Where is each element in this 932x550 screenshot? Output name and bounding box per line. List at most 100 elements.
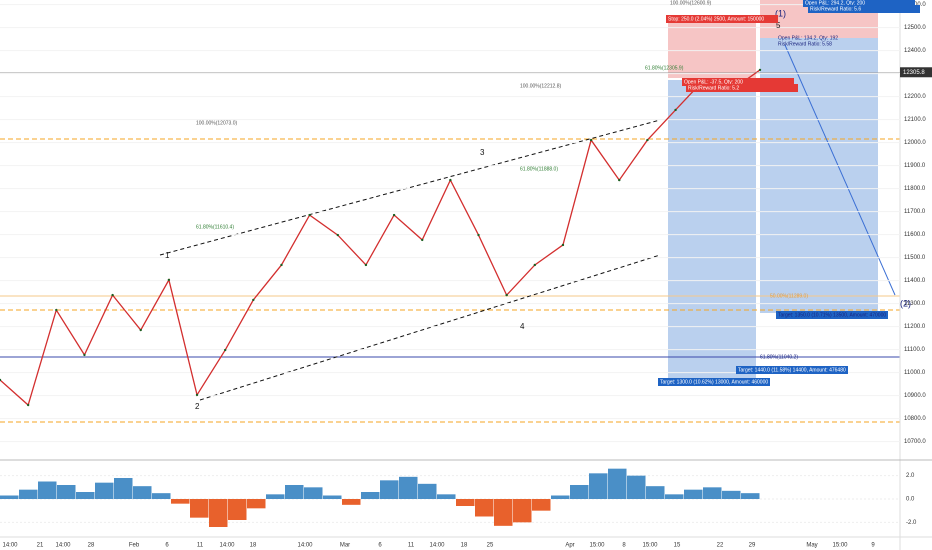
annotation: 5: [776, 21, 781, 30]
x-tick-label: Apr: [565, 543, 574, 549]
price-point: [533, 263, 537, 267]
x-tick-label: 11: [197, 543, 204, 549]
y-tick-label: 10800.0: [904, 416, 926, 422]
y-tick-label: 2.0: [906, 473, 915, 479]
last-price-label: 12305.8: [903, 70, 925, 76]
annotation: 2: [195, 402, 200, 411]
oscillator-bar: [0, 495, 19, 499]
oscillator-bar: [380, 480, 399, 499]
oscillator-bar: [285, 485, 304, 499]
y-tick-label: 11500.0: [904, 255, 926, 261]
oscillator-bar: [228, 499, 247, 520]
oscillator-bar: [190, 499, 209, 518]
y-tick-label: 12000.0: [904, 140, 926, 146]
x-tick-label: 14:00: [219, 543, 235, 549]
oscillator-bar: [247, 499, 266, 509]
x-tick-label: Feb: [129, 543, 140, 549]
y-tick-label: 11000.0: [904, 370, 926, 376]
price-point: [167, 278, 171, 282]
oscillator-bar: [494, 499, 513, 526]
oscillator-bar: [19, 489, 38, 499]
oscillator-bar: [589, 473, 608, 499]
annotation: Risk/Reward Ratio: 5.58: [778, 41, 832, 47]
annotation: Risk/Reward Ratio: 5.2: [688, 85, 739, 91]
x-tick-label: 14:00: [429, 543, 445, 549]
y-tick-label: 12500.0: [904, 25, 926, 31]
y-tick-label: 11300.0: [904, 301, 926, 307]
oscillator-bar: [646, 486, 665, 499]
y-tick-label: 12200.0: [904, 94, 926, 100]
x-tick-label: 15:00: [832, 543, 848, 549]
stop-zone: [668, 15, 756, 78]
annotation: Risk/Reward Ratio: 5.6: [810, 6, 861, 12]
annotation: Target: 1350.0 (10.71%) 13500, Amount: 4…: [778, 312, 886, 318]
x-tick-label: 28: [88, 543, 95, 549]
price-point: [674, 108, 677, 112]
x-tick-label: 11: [408, 543, 415, 549]
x-tick-label: 18: [461, 543, 468, 549]
price-point: [195, 393, 199, 397]
y-tick-label: 11100.0: [904, 347, 925, 353]
price-point: [646, 138, 649, 142]
price-point: [252, 298, 255, 302]
x-tick-label: May: [806, 543, 817, 549]
oscillator-bar: [627, 475, 646, 499]
x-tick-label: 8: [622, 543, 626, 549]
oscillator-bar: [342, 499, 361, 505]
y-tick-label: 12400.0: [904, 48, 926, 54]
y-tick-label: 0.0: [906, 497, 915, 503]
y-tick-label: 12100.0: [904, 117, 926, 123]
x-tick-label: 15:00: [589, 543, 605, 549]
price-point: [55, 308, 58, 312]
oscillator-bar: [418, 483, 437, 499]
x-tick-label: 15: [674, 543, 681, 549]
oscillator-bar: [475, 499, 494, 517]
annotation: 50.00%(11289.0): [770, 293, 808, 299]
oscillator-bar: [171, 499, 190, 504]
annotation: Target: 1440.0 (11.58%) 14400, Amount: 4…: [738, 367, 846, 373]
oscillator-bar: [513, 499, 532, 523]
annotation: 3: [480, 148, 485, 157]
x-tick-label: 14:00: [55, 543, 71, 549]
x-tick-label: 14:00: [297, 543, 313, 549]
y-tick-label: 10700.0: [904, 439, 926, 445]
x-tick-label: 18: [250, 543, 257, 549]
oscillator-bar: [209, 499, 228, 527]
annotation: Open P&L: 134.2, Qty: 192: [778, 35, 838, 41]
annotation-box: [686, 84, 798, 92]
y-tick-label: 11400.0: [904, 278, 926, 284]
oscillator-bar: [152, 493, 171, 499]
price-point: [589, 138, 593, 142]
channel-line: [159, 119, 661, 256]
annotation: 61.80%(11040.2): [760, 354, 798, 360]
oscillator-bar: [665, 494, 684, 499]
annotation: (1): [775, 8, 786, 18]
oscillator-bar: [304, 487, 323, 499]
y-tick-label: 11800.0: [904, 186, 926, 192]
x-tick-label: 9: [871, 543, 875, 549]
annotation: 100.00%(12212.8): [520, 83, 561, 89]
x-tick-label: 6: [378, 543, 382, 549]
price-point: [449, 178, 452, 182]
x-tick-label: 15:00: [642, 543, 658, 549]
projection-line: [784, 44, 896, 296]
x-tick-label: Mar: [340, 543, 350, 549]
oscillator-bar: [266, 494, 285, 499]
oscillator-bar: [133, 486, 152, 499]
oscillator-bar: [532, 499, 551, 511]
x-tick-label: 14:00: [2, 543, 18, 549]
x-tick-label: 22: [717, 543, 724, 549]
oscillator-bar: [323, 495, 342, 499]
annotation: 100.00%(12073.0): [196, 120, 237, 126]
oscillator-bar: [456, 499, 475, 506]
x-tick-label: 25: [487, 543, 494, 549]
y-tick-label: 11700.0: [904, 209, 926, 215]
y-tick-label: 11200.0: [904, 324, 926, 330]
y-tick-label: 11900.0: [904, 163, 926, 169]
annotation-box: [666, 15, 778, 23]
oscillator-bar: [722, 490, 741, 499]
annotation: 61.80%(11888.0): [520, 166, 558, 172]
annotation-box: [803, 0, 915, 7]
channel-line: [199, 254, 661, 401]
y-tick-label: -2.0: [906, 520, 917, 526]
